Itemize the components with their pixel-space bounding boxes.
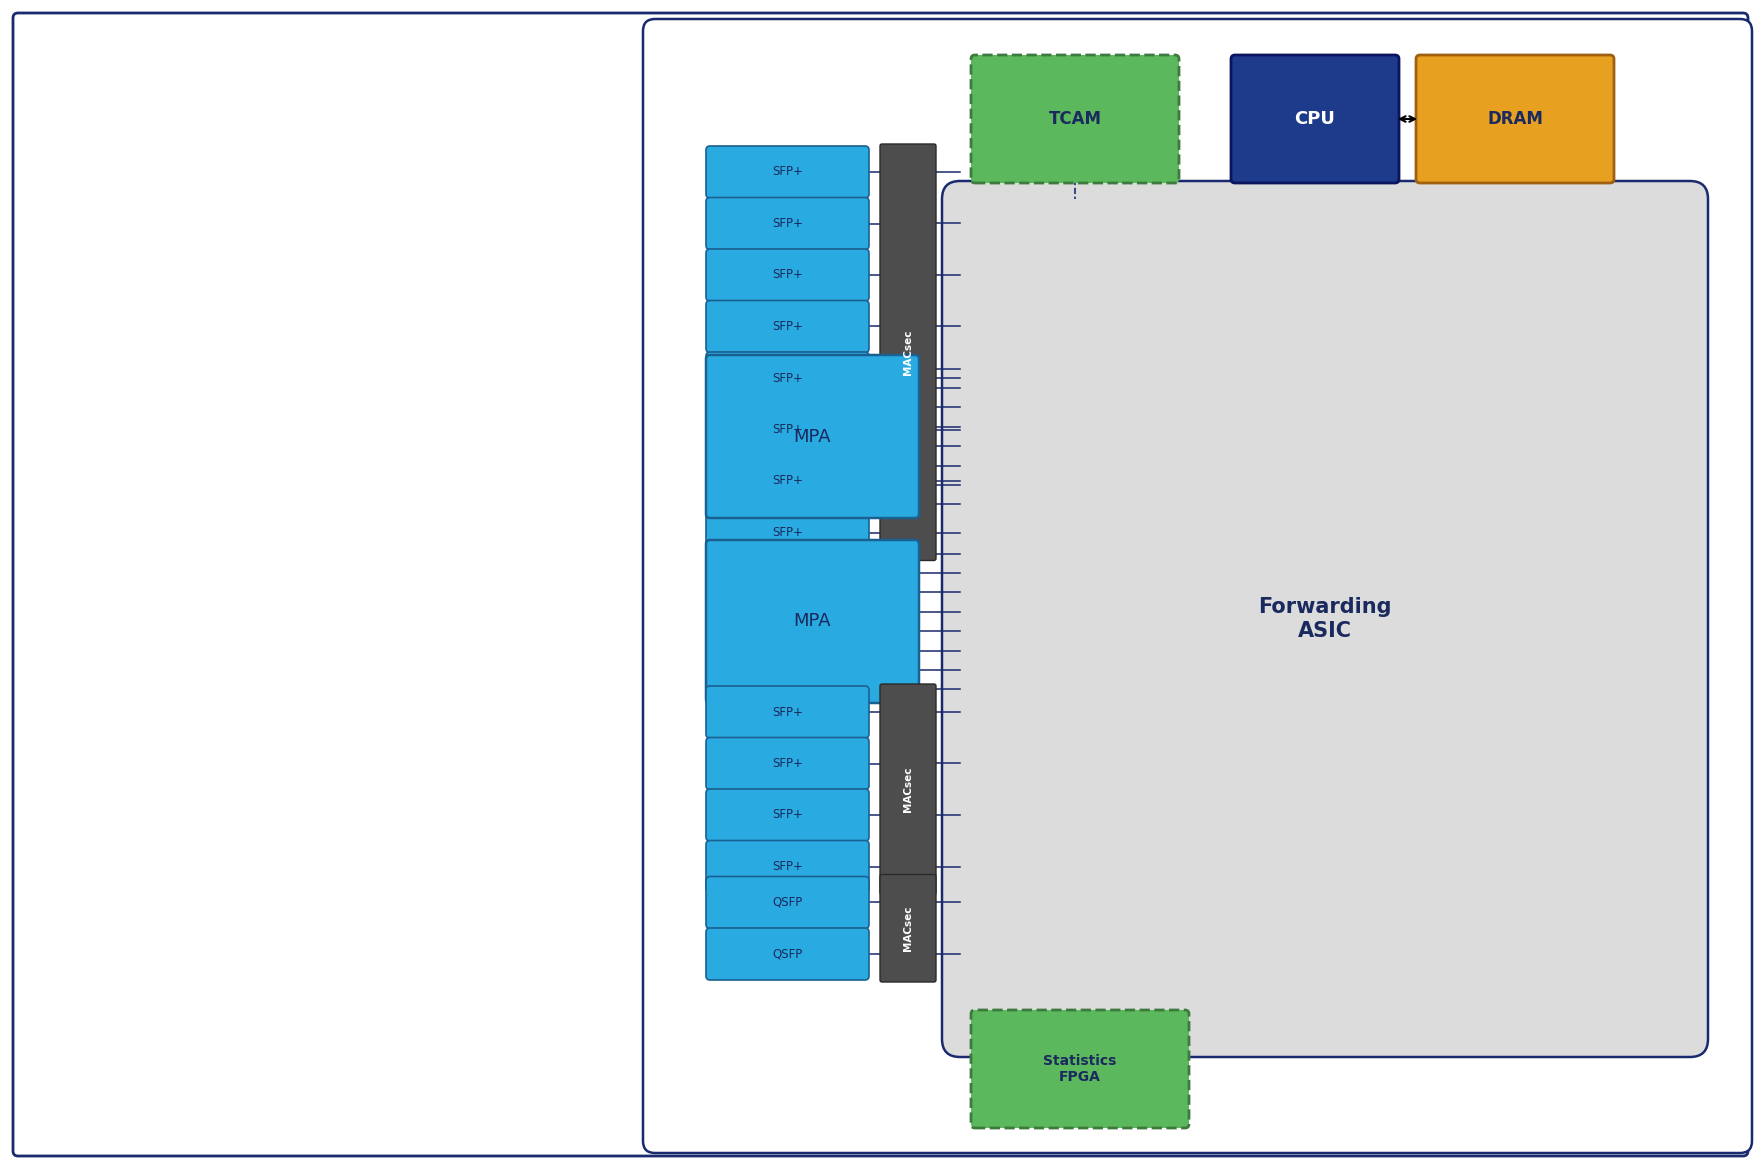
Text: SFP+: SFP+ [771, 809, 803, 822]
FancyBboxPatch shape [706, 738, 868, 789]
Text: MACsec: MACsec [903, 330, 912, 375]
FancyBboxPatch shape [942, 181, 1708, 1057]
FancyBboxPatch shape [1231, 55, 1398, 184]
FancyBboxPatch shape [12, 13, 1749, 1156]
FancyBboxPatch shape [706, 841, 868, 892]
Text: SFP+: SFP+ [771, 475, 803, 487]
FancyBboxPatch shape [706, 198, 868, 249]
FancyBboxPatch shape [706, 506, 868, 559]
Text: CPU: CPU [1294, 110, 1335, 127]
FancyBboxPatch shape [880, 684, 937, 894]
Text: TCAM: TCAM [1048, 110, 1101, 127]
Text: Statistics
FPGA: Statistics FPGA [1043, 1054, 1116, 1084]
FancyBboxPatch shape [643, 19, 1752, 1153]
Text: MACsec: MACsec [903, 767, 912, 812]
FancyBboxPatch shape [706, 789, 868, 841]
FancyBboxPatch shape [706, 249, 868, 300]
Text: SFP+: SFP+ [771, 166, 803, 179]
Text: SFP+: SFP+ [771, 526, 803, 539]
FancyBboxPatch shape [1416, 55, 1615, 184]
Text: SFP+: SFP+ [771, 758, 803, 770]
FancyBboxPatch shape [706, 352, 868, 404]
FancyBboxPatch shape [706, 146, 868, 198]
Text: DRAM: DRAM [1486, 110, 1543, 127]
Text: SFP+: SFP+ [771, 423, 803, 436]
FancyBboxPatch shape [706, 403, 868, 456]
FancyBboxPatch shape [706, 455, 868, 507]
Text: MPA: MPA [794, 613, 831, 630]
Text: SFP+: SFP+ [771, 706, 803, 719]
Text: SFP+: SFP+ [771, 269, 803, 282]
FancyBboxPatch shape [970, 55, 1180, 184]
FancyBboxPatch shape [706, 686, 868, 738]
FancyBboxPatch shape [706, 928, 868, 980]
FancyBboxPatch shape [706, 355, 919, 518]
Text: SFP+: SFP+ [771, 372, 803, 385]
FancyBboxPatch shape [880, 144, 937, 560]
Text: QSFP: QSFP [773, 948, 803, 961]
Text: SFP+: SFP+ [771, 320, 803, 333]
FancyBboxPatch shape [706, 300, 868, 353]
FancyBboxPatch shape [970, 1010, 1189, 1128]
FancyBboxPatch shape [706, 540, 919, 703]
Text: SFP+: SFP+ [771, 217, 803, 230]
Text: Forwarding
ASIC: Forwarding ASIC [1259, 597, 1391, 641]
Text: QSFP: QSFP [773, 895, 803, 909]
FancyBboxPatch shape [706, 877, 868, 928]
FancyBboxPatch shape [880, 874, 937, 982]
Text: MACsec: MACsec [903, 906, 912, 952]
Text: MPA: MPA [794, 428, 831, 445]
Text: SFP+: SFP+ [771, 860, 803, 873]
